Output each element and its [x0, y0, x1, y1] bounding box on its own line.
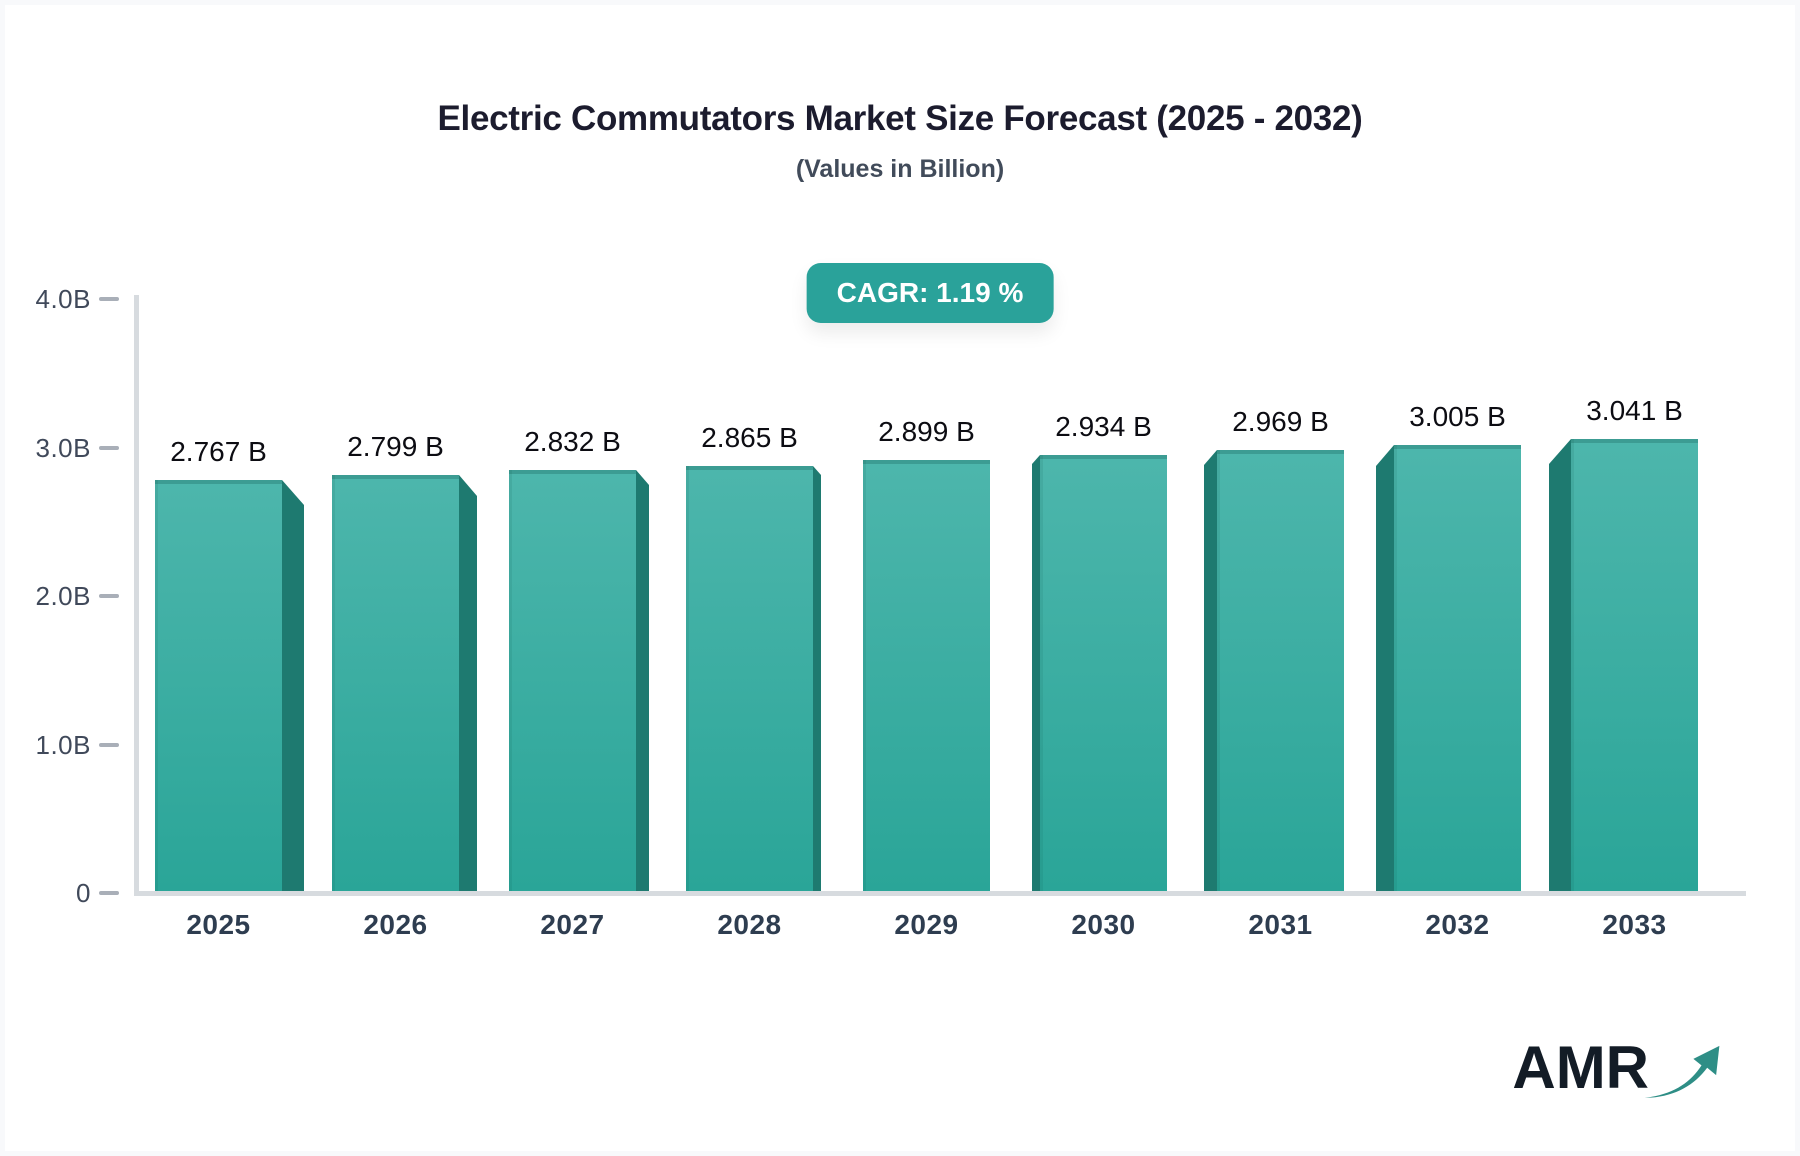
- y-tick-dash: [99, 742, 119, 747]
- bar-value-label: 2.865 B: [701, 422, 798, 453]
- x-axis-label: 2025: [186, 909, 251, 940]
- bar-value-label: 2.934 B: [1055, 411, 1152, 442]
- bar-value-label: 2.969 B: [1232, 406, 1329, 437]
- growth-arrow-icon: [1643, 1040, 1721, 1107]
- bar-value-label: 3.005 B: [1409, 401, 1506, 432]
- x-axis-line: [134, 891, 1746, 896]
- chart-title: Electric Commutators Market Size Forecas…: [437, 99, 1363, 138]
- y-tick-label: 3.0B: [35, 432, 91, 463]
- bar-face: [686, 466, 813, 891]
- x-axis-label: 2031: [1248, 909, 1313, 940]
- bar-2033: [1549, 439, 1698, 891]
- x-axis-label: 2030: [1071, 909, 1136, 940]
- x-axis-label: 2029: [894, 909, 959, 940]
- bar-value-label: 2.899 B: [878, 416, 975, 447]
- bar-side: [636, 470, 649, 891]
- bar-value-label: 2.799 B: [347, 431, 444, 462]
- bar-value-label: 2.767 B: [170, 436, 267, 467]
- bar-side: [1376, 445, 1394, 891]
- amr-logo: AMR: [1512, 1038, 1721, 1107]
- bar-side: [1032, 455, 1040, 891]
- y-tick-label: 0: [76, 878, 91, 908]
- x-axis-label: 2033: [1602, 909, 1667, 940]
- bar-face: [1394, 445, 1521, 891]
- amr-logo-text: AMR: [1512, 1034, 1649, 1101]
- bar-side: [459, 475, 477, 891]
- bar-face: [1217, 450, 1344, 891]
- y-tick-label: 4.0B: [35, 284, 91, 314]
- cagr-badge: CAGR: 1.19 %: [806, 263, 1054, 323]
- bar-value-label: 3.041 B: [1586, 395, 1683, 426]
- bar-2031: [1204, 450, 1344, 891]
- bar-2032: [1376, 445, 1521, 891]
- bar-2025: [155, 480, 304, 891]
- bar-side: [813, 466, 821, 891]
- bar-face: [509, 470, 636, 891]
- bar-2029: [863, 460, 990, 891]
- x-axis-label: 2032: [1425, 909, 1490, 940]
- bar-value-label: 2.832 B: [524, 426, 621, 457]
- bar-2026: [332, 475, 477, 891]
- bar-2030: [1032, 455, 1167, 891]
- bar-face: [1571, 439, 1698, 891]
- bar-face: [1040, 455, 1167, 891]
- y-axis-line: [134, 295, 139, 896]
- chart-subtitle: (Values in Billion): [795, 155, 1005, 183]
- y-tick-dash: [99, 445, 119, 450]
- bar-face: [863, 460, 990, 891]
- x-axis-label: 2028: [717, 909, 782, 940]
- x-axis-label: 2027: [540, 909, 605, 940]
- bar-side: [1204, 450, 1217, 891]
- x-axis-label: 2026: [363, 909, 428, 940]
- bar-2027: [509, 470, 649, 891]
- bar-side: [282, 480, 304, 891]
- y-tick-label: 1.0B: [35, 729, 91, 760]
- y-tick-dash: [99, 297, 119, 301]
- y-tick-label: 2.0B: [35, 581, 91, 611]
- bar-side: [1549, 439, 1571, 891]
- bar-face: [332, 475, 459, 891]
- y-tick-dash: [99, 594, 119, 598]
- bar-face: [155, 480, 282, 891]
- bar-2028: [686, 466, 821, 891]
- y-tick-dash: [99, 891, 119, 895]
